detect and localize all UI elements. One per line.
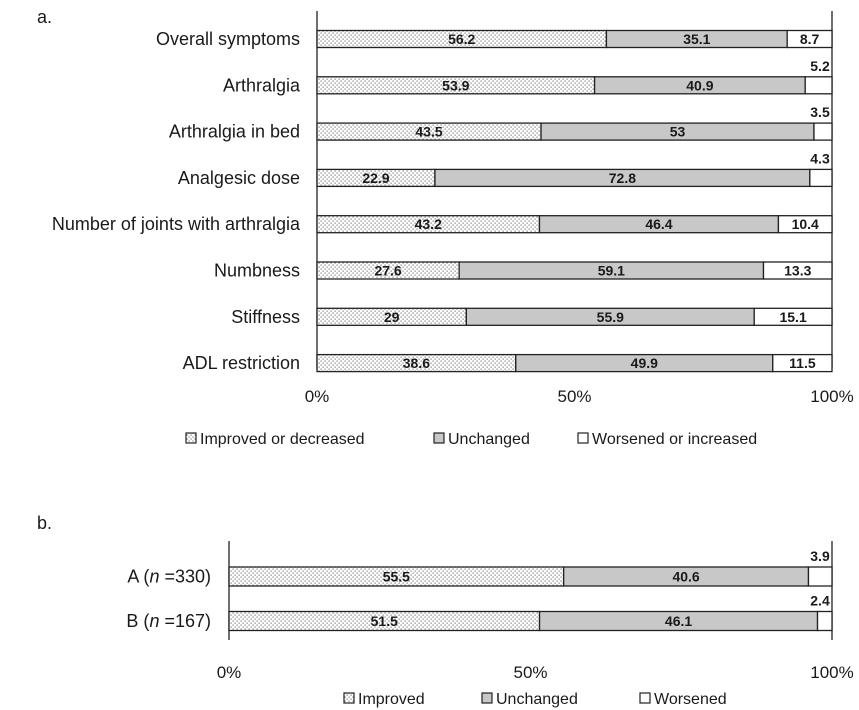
legend-label: Improved [358, 691, 425, 708]
data-label: 2.4 [810, 593, 830, 609]
x-tick-label: 100% [810, 387, 853, 406]
data-label: 56.2 [448, 31, 475, 47]
data-label: 3.5 [810, 104, 830, 120]
legend-swatch [578, 433, 588, 443]
data-label: 59.1 [598, 263, 625, 279]
data-label: 51.5 [371, 613, 398, 629]
category-label-italic: n [149, 567, 159, 587]
category-label-part: A ( [127, 567, 149, 587]
category-label-part: =167) [159, 611, 211, 631]
chart-panel-b: b.A (n =330) 55.5 40.63.9B (n =167) 51.5 46.… [37, 513, 854, 708]
category-label: B (n =167) [126, 611, 211, 631]
data-label: 38.6 [403, 355, 430, 371]
data-label: 10.4 [792, 216, 819, 232]
bar-segment [810, 169, 832, 186]
data-label: 43.5 [415, 124, 442, 140]
category-label: Analgesic dose [178, 168, 300, 188]
data-label: 15.1 [779, 309, 806, 325]
legend-swatch [344, 693, 354, 703]
legend-label: Worsened or increased [592, 431, 757, 448]
x-tick-label: 50% [513, 663, 547, 682]
category-label: Numbness [214, 261, 300, 281]
bar-segment [805, 77, 832, 94]
category-label: ADL restriction [183, 353, 300, 373]
category-label: A (n =330) [127, 567, 211, 587]
category-label: Stiffness [231, 307, 300, 327]
x-tick-label: 0% [305, 387, 330, 406]
x-tick-label: 0% [217, 663, 242, 682]
x-tick-label: 100% [810, 663, 853, 682]
legend-swatch [640, 693, 650, 703]
data-label: 46.4 [645, 216, 672, 232]
category-label: Number of joints with arthralgia [52, 214, 301, 234]
category-label: Overall symptoms [156, 29, 300, 49]
data-label: 13.3 [784, 263, 811, 279]
legend-label: Unchanged [448, 431, 530, 448]
data-label: 27.6 [374, 263, 401, 279]
legend-swatch [186, 433, 196, 443]
data-label: 3.9 [810, 548, 830, 564]
chart-panel-a: a. Overall symptoms 56.2 35.1 8.7 Arthralgia 5… [37, 7, 854, 448]
panel-label: a. [37, 7, 52, 27]
data-label: 8.7 [800, 31, 820, 47]
category-label: Arthralgia [223, 75, 301, 95]
data-label: 5.2 [810, 58, 830, 74]
panel-label: b. [37, 513, 52, 533]
data-label: 4.3 [810, 150, 830, 166]
data-label: 11.5 [789, 355, 816, 371]
legend-swatch [482, 693, 492, 703]
data-label: 53 [670, 124, 686, 140]
x-tick-label: 50% [557, 387, 591, 406]
data-label: 72.8 [609, 170, 636, 186]
bar-segment [814, 123, 832, 140]
data-label: 49.9 [631, 355, 658, 371]
legend-label: Improved or decreased [200, 431, 365, 448]
bar-segment [808, 567, 832, 586]
data-label: 55.9 [597, 309, 624, 325]
data-label: 22.9 [362, 170, 389, 186]
data-label: 35.1 [683, 31, 710, 47]
data-label: 46.1 [665, 613, 692, 629]
data-label: 53.9 [442, 77, 469, 93]
legend-label: Unchanged [496, 691, 578, 708]
legend-label: Worsened [654, 691, 727, 708]
data-label: 29 [384, 309, 400, 325]
data-label: 40.6 [672, 569, 699, 585]
category-label-part: =330) [159, 567, 211, 587]
data-label: 40.9 [686, 77, 713, 93]
category-label-part: B ( [126, 611, 149, 631]
category-label-italic: n [149, 611, 159, 631]
category-label: Arthralgia in bed [169, 122, 300, 142]
data-label: 43.2 [415, 216, 442, 232]
bar-segment [818, 612, 832, 631]
legend-swatch [434, 433, 444, 443]
data-label: 55.5 [383, 569, 410, 585]
